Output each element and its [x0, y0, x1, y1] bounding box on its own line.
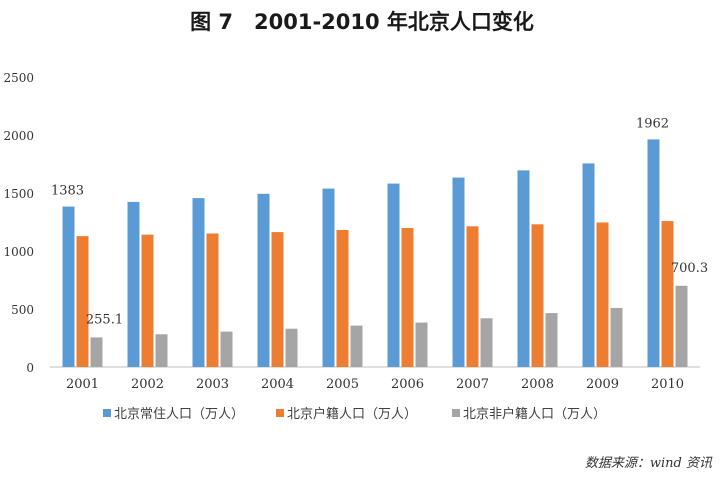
y-tick-label: 2000 — [3, 129, 34, 143]
bar — [220, 331, 233, 367]
bar — [206, 233, 219, 367]
bar — [127, 201, 140, 367]
data-label: 255.1 — [86, 312, 123, 327]
bar — [675, 285, 688, 367]
x-tick-label: 2004 — [261, 377, 294, 392]
x-tick-label: 2008 — [521, 377, 554, 392]
source-note: 数据来源：wind 资讯 — [584, 456, 712, 471]
x-tick-label: 2005 — [326, 377, 359, 392]
bar — [336, 230, 349, 367]
legend-swatch — [276, 409, 284, 417]
bar — [415, 322, 428, 367]
bar — [76, 236, 89, 367]
x-tick-label: 2010 — [651, 377, 684, 392]
bar — [466, 226, 479, 367]
bar — [582, 163, 595, 367]
bar — [62, 206, 75, 367]
data-label: 1962 — [636, 116, 669, 131]
bar — [322, 188, 335, 367]
bar — [610, 307, 623, 367]
bar — [647, 139, 660, 367]
bar — [350, 325, 363, 367]
bar — [155, 334, 168, 367]
legend-label: 北京非户籍人口（万人） — [463, 406, 606, 422]
bar — [192, 198, 205, 367]
chart-title: 图 7 2001-2010 年北京人口变化 — [190, 10, 534, 34]
bar — [661, 221, 674, 367]
y-tick-label: 1500 — [3, 187, 34, 201]
x-tick-label: 2006 — [391, 377, 424, 392]
y-tick-label: 1000 — [3, 245, 34, 259]
bar — [387, 183, 400, 367]
x-tick-label: 2003 — [196, 377, 229, 392]
bar — [141, 234, 154, 367]
x-tick-label: 2009 — [586, 377, 619, 392]
y-tick-label: 500 — [11, 303, 34, 317]
bar — [545, 313, 558, 367]
bar — [596, 222, 609, 367]
y-tick-label: 2500 — [3, 71, 34, 85]
legend-swatch — [103, 409, 111, 417]
bar — [401, 228, 414, 367]
y-tick-label: 0 — [26, 361, 34, 375]
bar — [480, 318, 493, 367]
legend-swatch — [452, 409, 460, 417]
bar — [90, 337, 103, 367]
bar — [531, 224, 544, 367]
bar — [271, 232, 284, 367]
x-tick-label: 2007 — [456, 377, 489, 392]
data-label: 700.3 — [671, 261, 708, 276]
bar — [257, 193, 270, 367]
x-tick-label: 2001 — [66, 377, 99, 392]
x-tick-label: 2002 — [131, 377, 164, 392]
bar — [285, 328, 298, 367]
legend-label: 北京户籍人口（万人） — [287, 406, 417, 422]
bar — [517, 170, 530, 367]
data-label: 1383 — [51, 184, 84, 199]
legend-label: 北京常住人口（万人） — [114, 407, 244, 422]
bar — [452, 177, 465, 367]
